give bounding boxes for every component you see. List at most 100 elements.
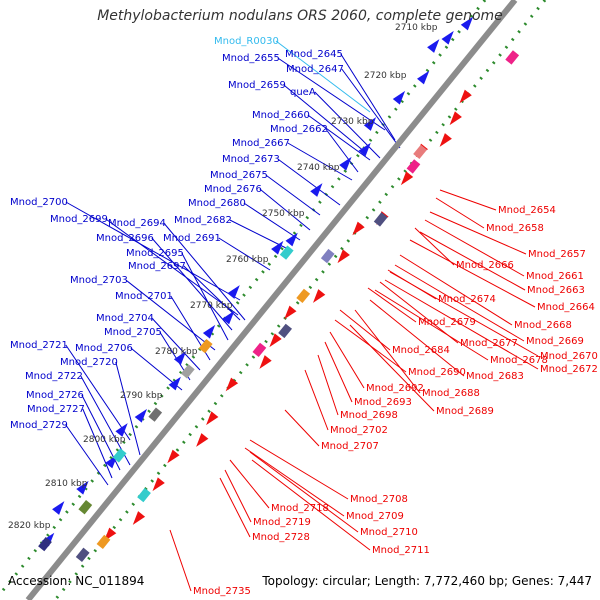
leader-line bbox=[394, 264, 525, 342]
feature-box bbox=[279, 245, 294, 260]
reverse-gene-arrow bbox=[352, 221, 365, 236]
leader-line bbox=[354, 309, 421, 394]
leader-line bbox=[65, 201, 241, 301]
reverse-gene-label: Mnod_2684 bbox=[392, 345, 450, 356]
leader-line bbox=[163, 222, 246, 321]
gene-features bbox=[38, 16, 520, 562]
leader-line bbox=[367, 287, 417, 323]
forward-gene-arrow bbox=[441, 30, 454, 45]
scale-label: 2780 kbp bbox=[155, 347, 198, 357]
reverse-gene-label: Mnod_2728 bbox=[252, 532, 310, 543]
reverse-gene-label: Mnod_2683 bbox=[466, 371, 524, 382]
scale-label: 2820 kbp bbox=[8, 521, 51, 531]
forward-gene-arrow bbox=[115, 423, 128, 437]
forward-gene-arrow bbox=[363, 117, 377, 131]
scale-label: 2770 kbp bbox=[190, 301, 233, 311]
leader-line bbox=[414, 227, 455, 266]
forward-gene-label: queA bbox=[290, 87, 316, 98]
reverse-gene-label: Mnod_2689 bbox=[436, 406, 494, 417]
leader-line bbox=[277, 57, 386, 131]
genome-summary: Topology: circular; Length: 7,772,460 bp… bbox=[262, 574, 592, 588]
forward-gene-arrow bbox=[173, 351, 187, 365]
forward-gene-arrow bbox=[168, 376, 181, 391]
leader-line bbox=[82, 408, 113, 479]
forward-gene-arrow bbox=[271, 240, 284, 255]
reverse-gene-label: Mnod_2658 bbox=[486, 223, 544, 234]
reverse-gene-label: Mnod_2657 bbox=[528, 249, 586, 260]
forward-gene-label: Mnod_2660 bbox=[252, 110, 310, 121]
forward-gene-arrow bbox=[417, 70, 430, 85]
forward-gene-arrow bbox=[52, 501, 65, 515]
reverse-gene-label: Mnod_2679 bbox=[418, 317, 476, 328]
forward-gene-label: Mnod_2729 bbox=[10, 420, 68, 431]
leader-line bbox=[384, 279, 539, 370]
feature-box bbox=[296, 288, 311, 303]
reverse-gene-arrow bbox=[400, 171, 414, 186]
feature-box bbox=[198, 339, 213, 354]
reverse-gene-arrow bbox=[167, 449, 180, 464]
leader-line bbox=[307, 114, 371, 161]
accession-label: Accession: NC_011894 bbox=[8, 574, 145, 588]
leader-line bbox=[125, 279, 216, 351]
forward-gene-label: Mnod_2659 bbox=[228, 80, 286, 91]
forward-gene-label: Mnod_2662 bbox=[270, 124, 328, 135]
forward-gene-label: Mnod_2676 bbox=[204, 184, 262, 195]
reverse-gene-arrow bbox=[459, 89, 472, 104]
reverse-gene-label: Mnod_2690 bbox=[408, 367, 466, 378]
reverse-gene-label: Mnod_2708 bbox=[350, 494, 408, 505]
forward-gene-label: Mnod_2695 bbox=[126, 248, 184, 259]
forward-gene-label: Mnod_2645 bbox=[285, 49, 343, 60]
feature-box bbox=[505, 50, 520, 65]
leader-line bbox=[419, 231, 526, 291]
forward-gene-label: Mnod_2704 bbox=[96, 313, 154, 324]
reverse-gene-arrow bbox=[284, 305, 297, 320]
feature-box bbox=[137, 487, 151, 503]
forward-gene-arrow bbox=[76, 480, 89, 495]
reverse-gene-arrow bbox=[132, 511, 146, 525]
feature-box bbox=[320, 248, 335, 264]
forward-gene-label: Mnod_2705 bbox=[104, 327, 162, 338]
reverse-gene-label: Mnod_2718 bbox=[271, 503, 329, 514]
forward-gene-arrow bbox=[285, 232, 298, 247]
scale-label: 2790 kbp bbox=[120, 391, 163, 401]
forward-gene-label: Mnod_2726 bbox=[26, 390, 84, 401]
leader-line bbox=[424, 219, 525, 277]
leader-line bbox=[251, 459, 371, 551]
feature-box bbox=[148, 407, 163, 422]
feature-box bbox=[180, 364, 195, 379]
forward-gene-label: Mnod_2697 bbox=[128, 261, 186, 272]
leader-line bbox=[219, 477, 251, 538]
leader-line bbox=[181, 252, 229, 341]
reverse-gene-label: Mnod_2677 bbox=[460, 338, 518, 349]
leader-line bbox=[115, 361, 141, 456]
leader-line bbox=[249, 439, 349, 500]
leader-line bbox=[259, 188, 311, 231]
leader-line bbox=[439, 189, 497, 211]
forward-gene-label: Mnod_2667 bbox=[232, 138, 290, 149]
genome-backbone bbox=[25, 0, 518, 600]
reverse-gene-arrow bbox=[259, 355, 272, 369]
feature-box bbox=[38, 537, 52, 552]
reverse-gene-arrow bbox=[449, 111, 462, 126]
forward-gene-label: Mnod_2694 bbox=[108, 218, 166, 229]
forward-gene-label: Mnod_2701 bbox=[115, 291, 173, 302]
forward-gene-label: Mnod_2655 bbox=[222, 53, 280, 64]
forward-gene-label: Mnod_2691 bbox=[163, 233, 221, 244]
reverse-gene-label: Mnod_2692 bbox=[366, 383, 424, 394]
reverse-gene-arrow bbox=[196, 433, 209, 447]
feature-box bbox=[406, 159, 421, 174]
leader-line bbox=[65, 344, 131, 441]
reverse-gene-label: Mnod_2661 bbox=[526, 271, 584, 282]
scale-label: 2730 kbp bbox=[331, 117, 374, 127]
scale-label: 2720 kbp bbox=[364, 71, 407, 81]
reverse-gene-label: Mnod_2654 bbox=[498, 205, 556, 216]
leader-line bbox=[349, 324, 435, 412]
leader-line bbox=[435, 197, 485, 229]
reverse-gene-arrow bbox=[152, 477, 165, 492]
scale-label: 2800 kbp bbox=[83, 435, 126, 445]
leader-line bbox=[325, 128, 359, 173]
reverse-gene-label: Mnod_2711 bbox=[372, 545, 430, 556]
leader-line bbox=[304, 369, 329, 431]
scale-label: 2760 kbp bbox=[226, 255, 269, 265]
